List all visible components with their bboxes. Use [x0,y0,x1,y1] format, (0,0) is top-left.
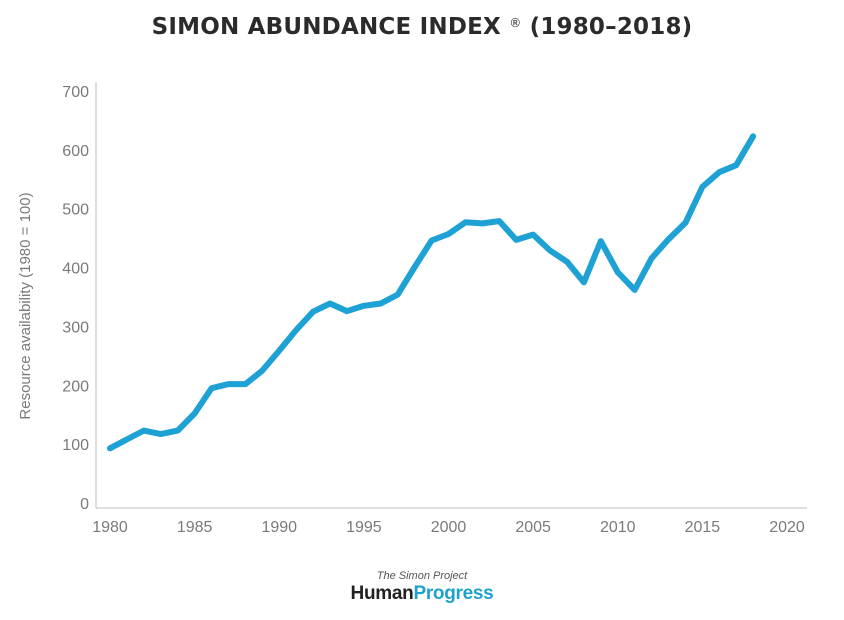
y-tick-label: 500 [62,202,89,219]
x-tick-labels: 1980 1985 1990 1995 2000 2005 2010 2015 2020 [92,519,805,536]
logo-subtitle: The Simon Project [376,570,468,582]
x-tick-label: 1980 [92,519,128,536]
y-tick-label: 0 [80,496,89,513]
x-tick-label: 1985 [177,519,213,536]
x-tick-label: 2010 [600,519,636,536]
humanprogress-logo: HumanProgress [0,583,844,605]
chart-title-main: SIMON ABUNDANCE INDEX [151,14,501,40]
y-tick-label: 600 [62,143,89,160]
chart-title: SIMON ABUNDANCE INDEX ® (1980–2018) [0,14,844,40]
x-tick-label: 1990 [261,519,297,536]
registered-mark: ® [509,16,522,30]
y-tick-labels: 0 100 200 300 400 500 600 700 [62,84,89,513]
series-line-abundance-index [107,133,757,452]
y-tick-label: 400 [62,261,89,278]
x-tick-label: 1995 [346,519,382,536]
y-tick-label: 100 [62,437,89,454]
x-tick-label: 2000 [431,519,467,536]
x-tick-label: 2020 [769,519,805,536]
data-points [109,136,754,449]
y-tick-label: 300 [62,319,89,336]
x-tick-label: 2005 [515,519,551,536]
y-tick-label: 700 [62,84,89,101]
logo-name-part2: Progress [413,583,494,604]
chart-title-range: (1980–2018) [529,14,693,40]
x-tick-label: 2015 [685,519,721,536]
y-tick-label: 200 [62,378,89,395]
logo-name-part1: Human [350,583,414,604]
y-axis-label: Resource availability (1980 = 100) [17,192,34,419]
